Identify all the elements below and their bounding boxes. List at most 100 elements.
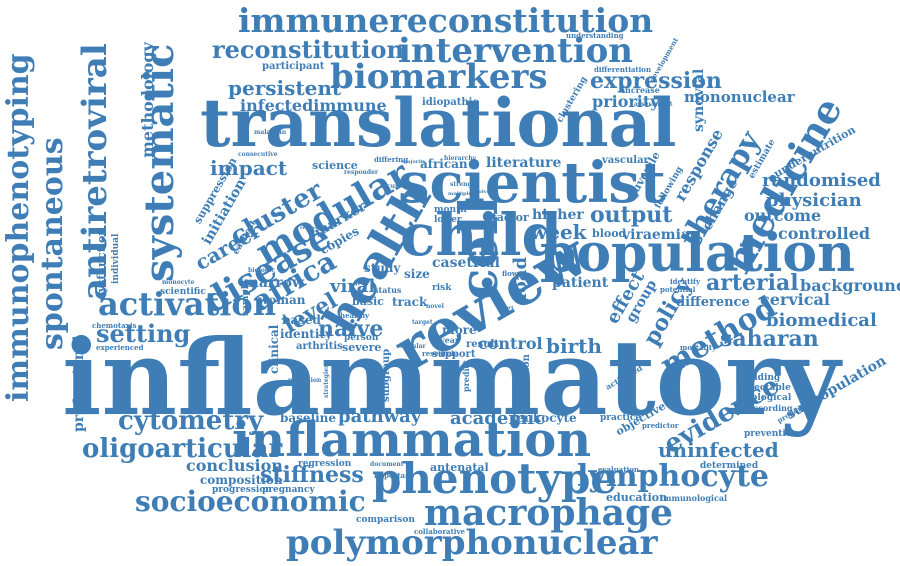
word: priority <box>592 92 660 111</box>
word: multiple <box>448 191 472 197</box>
word: reconstitution <box>212 35 404 64</box>
word: majority <box>402 159 426 165</box>
word: potential <box>660 285 696 294</box>
word: infectedimmune <box>240 96 387 115</box>
word: size <box>404 267 430 281</box>
word: flow <box>502 269 518 278</box>
word: expression <box>590 68 722 94</box>
word: immunophenotyping <box>1 53 36 402</box>
word: based <box>282 313 321 327</box>
word: stiffness <box>260 462 364 488</box>
word: setting <box>96 319 191 348</box>
word: woman <box>258 293 306 307</box>
word: background <box>800 276 900 295</box>
word: differing <box>374 155 409 164</box>
word: increase <box>622 85 660 95</box>
word: healthy <box>340 311 370 320</box>
word: oligoarticular <box>82 434 283 464</box>
word: immunological <box>660 493 728 503</box>
word: arterial <box>706 270 799 296</box>
word: persistent <box>228 76 342 100</box>
word: month <box>434 205 467 215</box>
word: retention <box>300 225 327 231</box>
word: naive <box>318 316 384 342</box>
word: birth <box>546 334 602 358</box>
word: patient <box>552 275 609 291</box>
word: regression <box>298 459 352 469</box>
word: severe <box>342 341 382 354</box>
word: literature <box>486 155 562 171</box>
word: involved <box>470 189 494 195</box>
word: hierarchy <box>444 155 477 162</box>
word: risk <box>432 283 452 293</box>
word: immunereconstitution <box>238 1 654 40</box>
word: study <box>364 261 401 275</box>
word: science <box>312 159 358 172</box>
word: dysfunction <box>95 227 108 300</box>
word: participant <box>262 61 325 72</box>
word: status <box>374 285 402 295</box>
word: spontaneous <box>35 137 70 350</box>
word: load <box>510 256 531 300</box>
word: marrow <box>244 275 305 291</box>
word: evaluation <box>598 465 639 474</box>
word: track <box>392 295 428 309</box>
word: polymorphonuclear <box>286 523 658 563</box>
word: understanding <box>566 31 624 40</box>
word: antenatal <box>430 461 489 474</box>
word: biomedical <box>766 310 877 331</box>
word: conclusion <box>186 456 283 475</box>
word: assessment <box>634 101 673 108</box>
word: viral <box>330 276 376 297</box>
word: vascular <box>602 155 649 166</box>
word: cytometry <box>118 406 264 436</box>
word: inflammatory <box>62 316 841 439</box>
word: scientific <box>160 287 206 297</box>
word: collaborative <box>414 527 465 536</box>
word: methodology <box>138 42 157 158</box>
word: strength <box>450 181 479 188</box>
word: target <box>412 319 433 326</box>
word: basic <box>352 295 384 308</box>
word: effort <box>498 305 514 311</box>
word: cervical <box>760 290 830 309</box>
word: casetrial <box>432 255 500 271</box>
word: physician <box>766 190 862 211</box>
word: according <box>748 403 793 413</box>
word: controlled <box>778 224 871 243</box>
word: composition <box>200 473 283 487</box>
word: sample <box>241 280 251 316</box>
word: activation <box>98 285 277 323</box>
word: arthritis <box>296 341 343 352</box>
word: year <box>440 335 460 345</box>
word: subgroup <box>381 348 392 402</box>
word: important <box>374 471 414 480</box>
word: strategies <box>323 364 330 398</box>
word: novel <box>426 303 444 310</box>
word: research <box>422 349 457 358</box>
word: building <box>738 373 781 383</box>
word: recurrent <box>380 183 413 190</box>
word: biologic <box>248 267 275 274</box>
word: prevention <box>744 429 799 439</box>
word: control <box>478 334 543 353</box>
word: migration <box>288 377 322 384</box>
word: baseline <box>280 411 337 425</box>
word: population <box>540 223 855 284</box>
word: uninfected <box>658 438 779 462</box>
word: result <box>466 339 499 350</box>
word: predict <box>461 359 471 392</box>
word: difference <box>676 295 750 310</box>
word: monocyte <box>162 279 195 286</box>
word: lower <box>434 215 462 225</box>
word: socioeconomic <box>135 485 366 518</box>
word: translational <box>200 84 677 162</box>
word: clinical <box>267 324 281 374</box>
word: person <box>344 333 379 343</box>
word: inflammation <box>232 412 592 468</box>
word: chemotaxis <box>92 321 137 330</box>
word: factor <box>492 211 529 224</box>
word: mortality <box>680 343 717 352</box>
word: cellular <box>400 343 426 350</box>
